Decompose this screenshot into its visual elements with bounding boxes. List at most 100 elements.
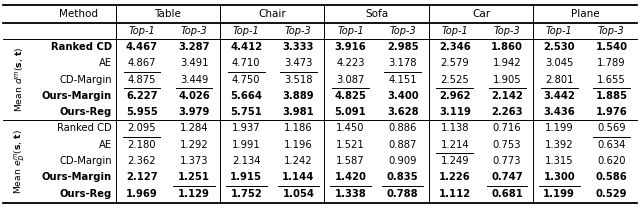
Text: 0.620: 0.620 bbox=[597, 156, 626, 166]
Text: 4.412: 4.412 bbox=[230, 42, 262, 52]
Text: 1.284: 1.284 bbox=[180, 123, 209, 134]
Text: Ours-Reg: Ours-Reg bbox=[60, 107, 112, 117]
Text: 4.710: 4.710 bbox=[232, 58, 260, 68]
Text: CD-Margin: CD-Margin bbox=[60, 74, 112, 85]
Text: 1.587: 1.587 bbox=[336, 156, 365, 166]
Text: Mean $e^{m}_{\mathcal{D}}$($\mathbf{s}$, $\mathbf{t}$): Mean $e^{m}_{\mathcal{D}}$($\mathbf{s}$,… bbox=[13, 129, 27, 193]
Text: 0.773: 0.773 bbox=[493, 156, 522, 166]
Text: 3.087: 3.087 bbox=[337, 74, 365, 85]
Text: 2.263: 2.263 bbox=[492, 107, 523, 117]
Text: 0.681: 0.681 bbox=[491, 189, 523, 199]
Text: 1.138: 1.138 bbox=[440, 123, 469, 134]
Text: 1.789: 1.789 bbox=[597, 58, 626, 68]
Text: Car: Car bbox=[472, 9, 490, 19]
Text: 1.129: 1.129 bbox=[178, 189, 210, 199]
Text: 0.887: 0.887 bbox=[388, 140, 417, 150]
Text: Top-1: Top-1 bbox=[233, 26, 260, 36]
Text: 0.835: 0.835 bbox=[387, 172, 419, 182]
Text: Mean $d^{m}$($\mathbf{s}$, $\mathbf{t}$): Mean $d^{m}$($\mathbf{s}$, $\mathbf{t}$) bbox=[13, 47, 26, 112]
Text: 2.362: 2.362 bbox=[127, 156, 156, 166]
Text: Top-3: Top-3 bbox=[285, 26, 312, 36]
Text: AE: AE bbox=[99, 58, 112, 68]
Text: Top-1: Top-1 bbox=[337, 26, 364, 36]
Text: 3.889: 3.889 bbox=[283, 91, 314, 101]
Text: 5.955: 5.955 bbox=[126, 107, 158, 117]
Text: 2.095: 2.095 bbox=[127, 123, 156, 134]
Text: 1.450: 1.450 bbox=[336, 123, 365, 134]
Text: 3.491: 3.491 bbox=[180, 58, 209, 68]
Text: 2.127: 2.127 bbox=[126, 172, 157, 182]
Text: 2.801: 2.801 bbox=[545, 74, 573, 85]
Text: 5.664: 5.664 bbox=[230, 91, 262, 101]
Text: Top-3: Top-3 bbox=[389, 26, 416, 36]
Text: 3.518: 3.518 bbox=[284, 74, 313, 85]
Text: Top-1: Top-1 bbox=[129, 26, 156, 36]
Text: 2.346: 2.346 bbox=[439, 42, 471, 52]
Text: Top-3: Top-3 bbox=[180, 26, 207, 36]
Text: 4.151: 4.151 bbox=[388, 74, 417, 85]
Text: 3.981: 3.981 bbox=[282, 107, 314, 117]
Text: 1.991: 1.991 bbox=[232, 140, 260, 150]
Text: 0.747: 0.747 bbox=[492, 172, 523, 182]
Text: Top-1: Top-1 bbox=[546, 26, 573, 36]
Text: 3.442: 3.442 bbox=[543, 91, 575, 101]
Text: 1.226: 1.226 bbox=[439, 172, 471, 182]
Text: CD-Margin: CD-Margin bbox=[60, 156, 112, 166]
Text: 0.788: 0.788 bbox=[387, 189, 419, 199]
Text: 0.529: 0.529 bbox=[596, 189, 627, 199]
Text: 4.825: 4.825 bbox=[335, 91, 367, 101]
Text: 0.753: 0.753 bbox=[493, 140, 522, 150]
Text: Top-3: Top-3 bbox=[493, 26, 520, 36]
Text: 1.905: 1.905 bbox=[493, 74, 522, 85]
Text: 1.242: 1.242 bbox=[284, 156, 313, 166]
Text: 2.180: 2.180 bbox=[127, 140, 156, 150]
Text: 2.530: 2.530 bbox=[543, 42, 575, 52]
Text: 1.144: 1.144 bbox=[282, 172, 315, 182]
Text: 3.449: 3.449 bbox=[180, 74, 208, 85]
Text: Ours-Margin: Ours-Margin bbox=[42, 172, 112, 182]
Text: 1.655: 1.655 bbox=[597, 74, 626, 85]
Text: 1.249: 1.249 bbox=[440, 156, 469, 166]
Text: 1.937: 1.937 bbox=[232, 123, 260, 134]
Text: Chair: Chair bbox=[259, 9, 286, 19]
Text: 2.142: 2.142 bbox=[491, 91, 523, 101]
Text: 2.134: 2.134 bbox=[232, 156, 260, 166]
Text: Table: Table bbox=[155, 9, 181, 19]
Text: 1.969: 1.969 bbox=[126, 189, 158, 199]
Text: 1.860: 1.860 bbox=[491, 42, 523, 52]
Text: 0.886: 0.886 bbox=[388, 123, 417, 134]
Text: AE: AE bbox=[99, 140, 112, 150]
Text: 3.119: 3.119 bbox=[439, 107, 471, 117]
Text: 1.752: 1.752 bbox=[230, 189, 262, 199]
Text: 1.292: 1.292 bbox=[180, 140, 209, 150]
Text: 0.569: 0.569 bbox=[597, 123, 626, 134]
Text: 1.112: 1.112 bbox=[439, 189, 471, 199]
Text: 3.178: 3.178 bbox=[388, 58, 417, 68]
Text: 1.392: 1.392 bbox=[545, 140, 573, 150]
Text: 4.223: 4.223 bbox=[336, 58, 365, 68]
Text: Top-1: Top-1 bbox=[442, 26, 468, 36]
Text: 0.909: 0.909 bbox=[388, 156, 417, 166]
Text: 2.579: 2.579 bbox=[440, 58, 469, 68]
Text: 2.985: 2.985 bbox=[387, 42, 419, 52]
Text: 1.251: 1.251 bbox=[178, 172, 210, 182]
Text: 1.942: 1.942 bbox=[493, 58, 522, 68]
Text: Ranked CD: Ranked CD bbox=[57, 123, 112, 134]
Text: Method: Method bbox=[59, 9, 97, 19]
Text: 4.875: 4.875 bbox=[127, 74, 156, 85]
Text: Sofa: Sofa bbox=[365, 9, 388, 19]
Text: 4.026: 4.026 bbox=[178, 91, 210, 101]
Text: 0.586: 0.586 bbox=[595, 172, 627, 182]
Text: 1.199: 1.199 bbox=[545, 123, 573, 134]
Text: 3.473: 3.473 bbox=[284, 58, 312, 68]
Text: 1.196: 1.196 bbox=[284, 140, 313, 150]
Text: Plane: Plane bbox=[571, 9, 600, 19]
Text: 5.751: 5.751 bbox=[230, 107, 262, 117]
Text: 3.045: 3.045 bbox=[545, 58, 573, 68]
Text: 3.436: 3.436 bbox=[543, 107, 575, 117]
Text: 4.867: 4.867 bbox=[127, 58, 156, 68]
Text: 4.750: 4.750 bbox=[232, 74, 260, 85]
Text: 3.287: 3.287 bbox=[179, 42, 210, 52]
Text: 1.338: 1.338 bbox=[335, 189, 367, 199]
Text: Ours-Reg: Ours-Reg bbox=[60, 189, 112, 199]
